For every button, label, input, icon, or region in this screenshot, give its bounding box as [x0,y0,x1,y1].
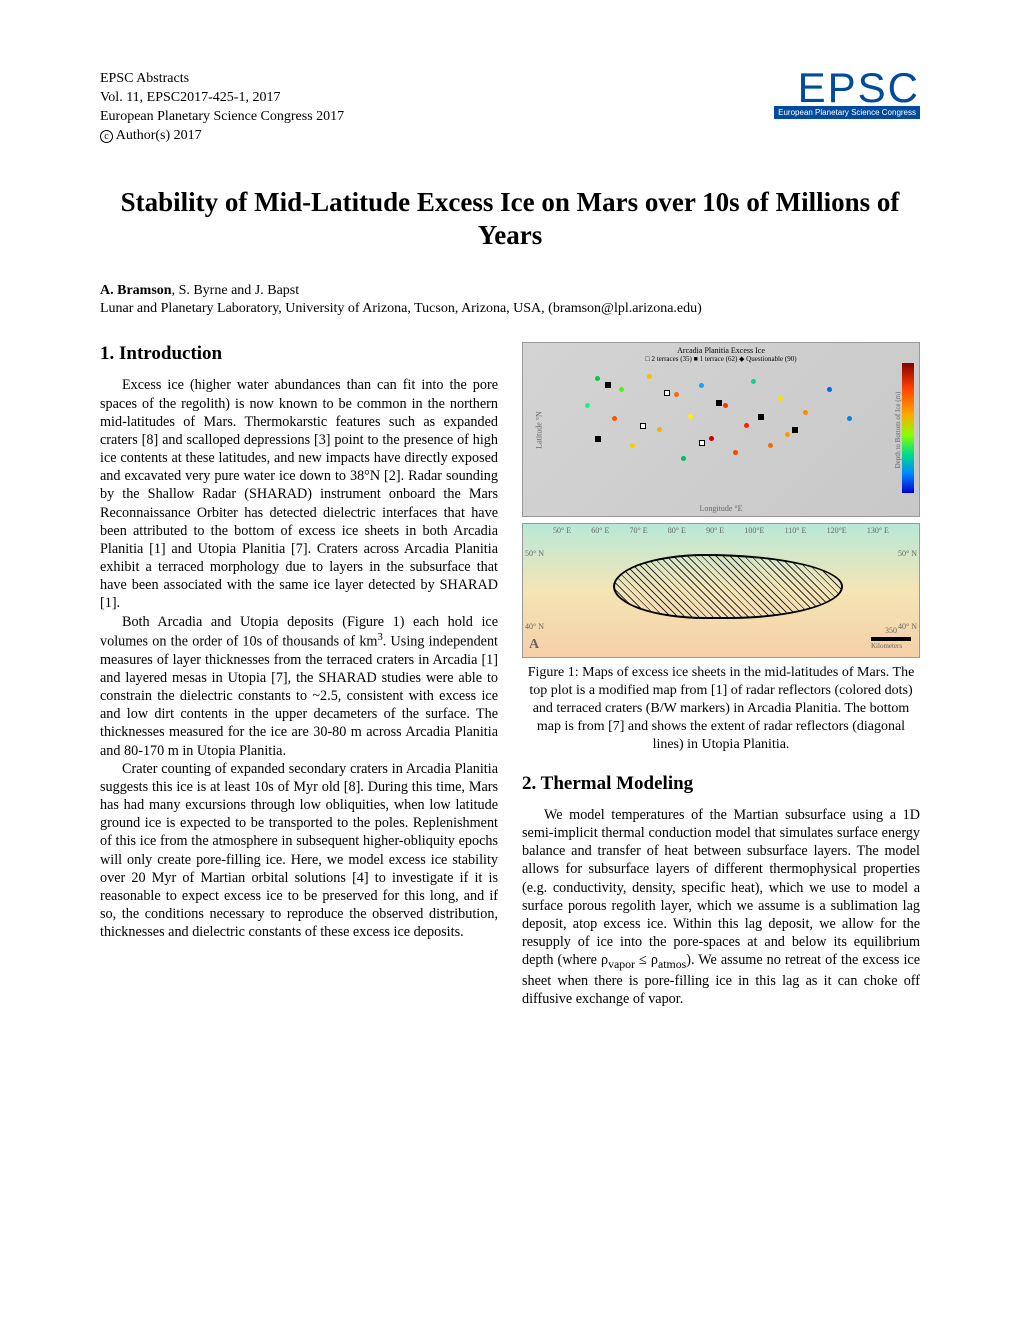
affiliation: Lunar and Planetary Laboratory, Universi… [100,301,920,317]
s2-p1: We model temperatures of the Martian sub… [522,806,920,1009]
fig1-xlabel: Longitude °E [700,504,743,514]
body-columns: 1. Introduction Excess ice (higher water… [100,342,920,1009]
figure1-top-map: Arcadia Planitia Excess Ice □ 2 terraces… [522,342,920,517]
fig1-colorbar [902,363,914,493]
logo-subtitle: European Planetary Science Congress [774,106,920,119]
fig1-bot-lat2-l: 40° N [525,622,544,632]
lead-author: A. Bramson [100,283,172,298]
left-column: 1. Introduction Excess ice (higher water… [100,342,498,1009]
paper-title: Stability of Mid-Latitude Excess Ice on … [100,186,920,254]
coauthors: , S. Byrne and J. Bapst [172,283,300,298]
fig1-scatter [543,363,889,496]
right-column: Arcadia Planitia Excess Ice □ 2 terraces… [522,342,920,1009]
copyright-icon: c [100,130,113,143]
fig1-bot-lat1-r: 50° N [898,549,917,559]
fig1-bot-lon-axis: 50° E60° E70° E80° E90° E100°E110° E120°… [553,526,889,536]
fig1-bot-lat1-l: 50° N [525,549,544,559]
abstract-series: EPSC Abstracts [100,70,344,89]
logo-text: EPSC [774,70,920,106]
s1-p3: Crater counting of expanded secondary cr… [100,760,498,942]
logo-block: EPSC European Planetary Science Congress [774,70,920,119]
section-1-head: 1. Introduction [100,342,498,366]
figure1-caption: Figure 1: Maps of excess ice sheets in t… [522,664,920,754]
fig1-colorbar-label: Depth to Bottom of Ice (m) [894,391,903,468]
s1-p2: Both Arcadia and Utopia deposits (Figure… [100,613,498,760]
copyright: c Author(s) 2017 [100,127,344,146]
authors: A. Bramson, S. Byrne and J. Bapst [100,283,920,299]
figure1-bottom-map: 50° E60° E70° E80° E90° E100°E110° E120°… [522,523,920,658]
header-meta: EPSC Abstracts Vol. 11, EPSC2017-425-1, … [100,70,344,146]
page-header: EPSC Abstracts Vol. 11, EPSC2017-425-1, … [100,70,920,146]
fig1-panel-label: A [529,636,539,654]
fig1-scalebar: 350 Kilometers [871,626,911,651]
volume-info: Vol. 11, EPSC2017-425-1, 2017 [100,89,344,108]
fig1-utopia-outline [613,554,843,619]
section-2-head: 2. Thermal Modeling [522,772,920,796]
s1-p1: Excess ice (higher water abundances than… [100,376,498,612]
congress-name: European Planetary Science Congress 2017 [100,108,344,127]
